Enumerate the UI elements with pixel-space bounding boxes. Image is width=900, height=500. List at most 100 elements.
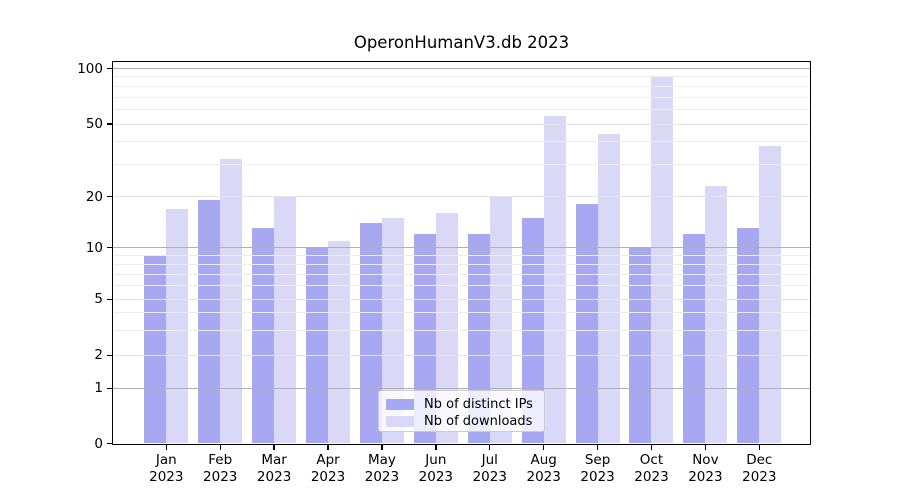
- bar-downloads-aug: [543, 116, 566, 444]
- bar-downloads-jan: [166, 208, 189, 444]
- x-tick-month-oct: Oct: [639, 452, 664, 468]
- x-tick-label-mar: Mar 2023: [257, 452, 291, 485]
- bar-downloads-oct: [651, 76, 674, 444]
- chart-title: OperonHumanV3.db 2023: [353, 33, 570, 52]
- bar-downloads-nov: [705, 185, 728, 444]
- major-gridline-5: [113, 298, 810, 300]
- x-tick-mark-oct: [650, 445, 653, 450]
- y-tick-mark-10: [107, 247, 112, 249]
- minor-gridline-90: [113, 76, 810, 78]
- x-tick-label-jun: Jun 2023: [419, 452, 453, 485]
- minor-gridline-4: [113, 312, 810, 314]
- x-tick-mark-jul: [489, 445, 491, 450]
- bar-downloads-sep: [597, 134, 620, 444]
- bar-distinct-ips-mar: [252, 228, 275, 444]
- spine-top: [111, 60, 812, 62]
- x-tick-mark-mar: [273, 445, 275, 450]
- minor-gridline-40: [113, 141, 810, 143]
- minor-gridline-30: [113, 164, 810, 166]
- y-tick-mark-100: [107, 67, 112, 70]
- y-tick-mark-0: [107, 442, 112, 445]
- legend-swatch-downloads: [386, 415, 414, 427]
- x-tick-month-jan: Jan: [155, 452, 177, 468]
- x-tick-month-apr: Apr: [316, 452, 340, 468]
- bar-distinct-ips-sep: [575, 204, 598, 444]
- y-tick-label-20: 20: [85, 188, 103, 205]
- plot-area: [113, 62, 810, 444]
- y-tick-label-5: 5: [94, 291, 103, 308]
- spine-right: [810, 60, 812, 445]
- x-tick-year-sep: 2023: [580, 468, 615, 485]
- y-tick-label-0: 0: [94, 435, 103, 452]
- bar-downloads-dec: [759, 145, 782, 444]
- minor-gridline-6: [113, 285, 810, 287]
- y-tick-mark-20: [107, 196, 112, 198]
- bar-downloads-apr: [328, 240, 351, 444]
- x-tick-label-aug: Aug 2023: [526, 452, 560, 485]
- y-tick-mark-1: [107, 387, 112, 389]
- x-tick-month-sep: Sep: [584, 452, 611, 468]
- x-tick-year-apr: 2023: [310, 468, 346, 485]
- x-tick-mark-feb: [219, 445, 221, 450]
- x-tick-label-jan: Jan 2023: [149, 452, 183, 485]
- legend-entry-distinct-ips: Nb of distinct IPs: [386, 396, 544, 412]
- legend: Nb of distinct IPs Nb of downloads: [378, 390, 545, 432]
- minor-gridline-80: [113, 85, 810, 87]
- x-tick-mark-nov: [704, 445, 707, 450]
- major-gridline-50: [113, 123, 810, 125]
- x-tick-mark-sep: [596, 445, 599, 450]
- bar-distinct-ips-jan: [144, 255, 167, 444]
- x-tick-mark-jun: [435, 445, 437, 450]
- bar-distinct-ips-feb: [198, 200, 221, 444]
- x-tick-mark-jan: [165, 445, 167, 450]
- y-tick-mark-5: [107, 298, 112, 300]
- y-tick-label-10: 10: [85, 239, 103, 256]
- y-tick-label-1: 1: [94, 380, 103, 397]
- x-tick-label-jul: Jul 2023: [473, 452, 507, 485]
- x-tick-year-may: 2023: [364, 468, 400, 485]
- x-tick-year-oct: 2023: [634, 468, 669, 485]
- minor-gridline-7: [113, 273, 810, 275]
- x-tick-label-dec: Dec 2023: [742, 452, 776, 485]
- x-tick-year-dec: 2023: [742, 468, 777, 485]
- x-tick-label-may: May 2023: [365, 452, 399, 485]
- major-gridline-20: [113, 196, 810, 198]
- bar-distinct-ips-oct: [629, 247, 652, 444]
- minor-gridline-3: [113, 330, 810, 332]
- x-tick-mark-dec: [758, 445, 760, 450]
- legend-swatch-distinct-ips: [386, 398, 414, 410]
- major-gridline-2: [113, 354, 810, 356]
- minor-gridline-60: [113, 108, 810, 110]
- y-tick-label-2: 2: [94, 347, 103, 364]
- legend-label-distinct-ips: Nb of distinct IPs: [424, 396, 533, 412]
- decade-gridline-100: [113, 68, 810, 69]
- x-tick-year-feb: 2023: [203, 468, 238, 485]
- x-tick-year-jan: 2023: [149, 468, 184, 485]
- x-tick-label-apr: Apr 2023: [311, 452, 345, 485]
- x-tick-year-nov: 2023: [688, 468, 723, 485]
- x-tick-mark-aug: [542, 445, 545, 450]
- x-tick-mark-apr: [327, 445, 329, 450]
- spine-bottom: [111, 443, 812, 445]
- x-tick-month-dec: Dec: [746, 452, 773, 468]
- x-tick-month-mar: Mar: [261, 452, 287, 468]
- bar-downloads-mar: [274, 196, 297, 444]
- x-tick-label-sep: Sep 2023: [580, 452, 614, 485]
- x-tick-label-nov: Nov 2023: [688, 452, 722, 485]
- x-tick-month-nov: Nov: [692, 452, 719, 468]
- x-tick-month-jul: Jul: [481, 452, 498, 468]
- x-tick-mark-may: [381, 445, 383, 450]
- y-tick-mark-50: [107, 123, 112, 125]
- bar-downloads-jul: [489, 196, 512, 444]
- y-tick-label-100: 100: [77, 60, 103, 77]
- x-tick-month-aug: Aug: [530, 452, 557, 468]
- y-tick-label-50: 50: [85, 116, 103, 132]
- decade-gridline-1: [113, 387, 810, 389]
- bar-distinct-ips-nov: [683, 234, 706, 444]
- bar-downloads-feb: [220, 159, 243, 444]
- bar-downloads-jun: [435, 213, 458, 444]
- spine-left: [111, 60, 113, 445]
- x-tick-month-may: May: [367, 452, 396, 468]
- x-tick-year-aug: 2023: [526, 468, 561, 485]
